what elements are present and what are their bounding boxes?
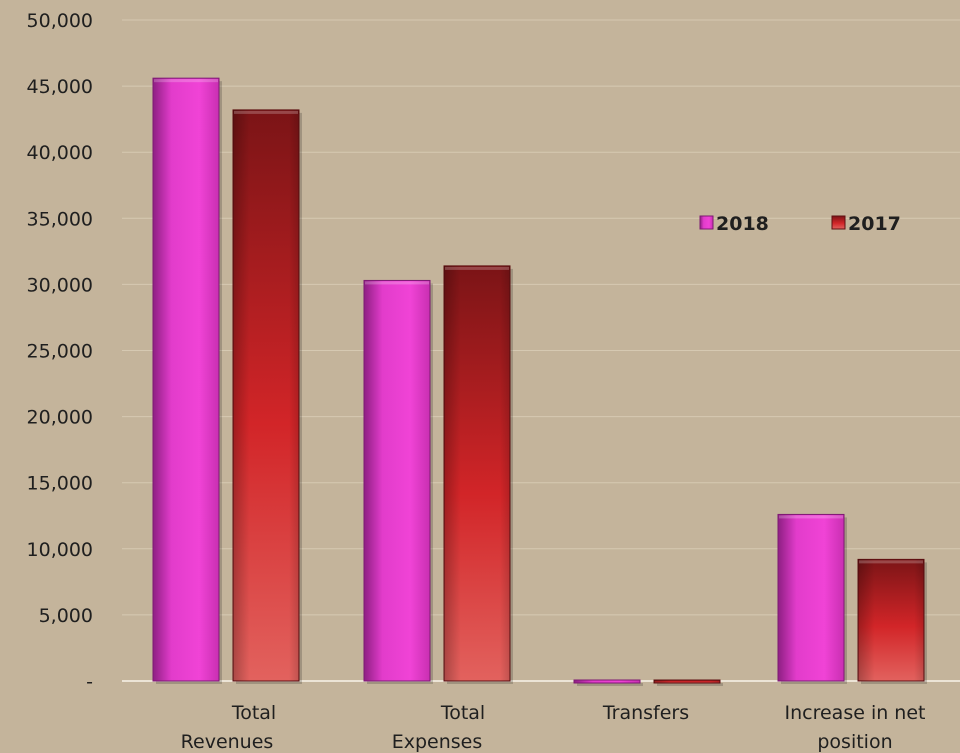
bar-highlight	[154, 79, 218, 83]
x-tick-label: Increase in net	[785, 702, 926, 724]
legend-swatch-2017	[831, 215, 846, 230]
bar-highlight	[779, 515, 843, 519]
bar-highlight	[365, 281, 429, 285]
bars	[152, 77, 927, 686]
bar	[152, 77, 220, 682]
bar-shadow	[577, 683, 643, 686]
bar-2017-0	[232, 109, 302, 684]
y-axis: - 5,000 10,000 15,000 20,000 25,000 30,000 35,0…	[27, 10, 960, 693]
x-tick-label: Transfers	[602, 702, 689, 724]
y-tick-label: 40,000	[27, 142, 93, 164]
bar-2017-1	[443, 265, 513, 684]
bar	[777, 513, 845, 682]
x-tick-label: Revenues	[181, 731, 274, 753]
bar-2018-0	[152, 77, 222, 685]
bar-shading	[233, 109, 299, 681]
y-tick-label: 25,000	[27, 341, 93, 363]
bar	[573, 679, 641, 684]
bar-shading	[444, 265, 510, 681]
y-tick-label: 5,000	[39, 605, 93, 627]
legend-swatch-2018	[699, 215, 714, 230]
y-tick-label: 45,000	[27, 76, 93, 98]
bar-shading	[858, 559, 924, 681]
bar-2018-1	[363, 279, 433, 684]
bar-highlight	[859, 560, 923, 564]
bar-2018-3	[777, 513, 847, 684]
x-tick-label: Expenses	[392, 731, 483, 753]
bar	[363, 279, 431, 682]
bar-shading	[654, 680, 720, 683]
y-tick-label: -	[86, 671, 93, 693]
legend: 2018 2017	[699, 213, 901, 235]
bar-shadow	[657, 683, 723, 686]
y-tick-label: 50,000	[27, 10, 93, 32]
legend-label-2017: 2017	[848, 213, 901, 235]
y-tick-label: 20,000	[27, 407, 93, 429]
bar-highlight	[445, 266, 509, 270]
bar-2017-2	[653, 679, 723, 686]
bar-highlight	[234, 110, 298, 114]
legend-label-2018: 2018	[716, 213, 769, 235]
bar-2017-3	[857, 558, 927, 684]
x-tick-label: position	[817, 731, 892, 753]
y-tick-label: 35,000	[27, 208, 93, 230]
bar-2018-2	[573, 679, 643, 686]
y-tick-label: 30,000	[27, 274, 93, 296]
y-tick-label: 10,000	[27, 539, 93, 561]
x-tick-label: Total	[440, 702, 485, 724]
y-tick-label: 15,000	[27, 473, 93, 495]
x-axis: Total Revenues Total Expenses Transfers Incre…	[181, 702, 926, 753]
x-tick-label: Total	[231, 702, 276, 724]
